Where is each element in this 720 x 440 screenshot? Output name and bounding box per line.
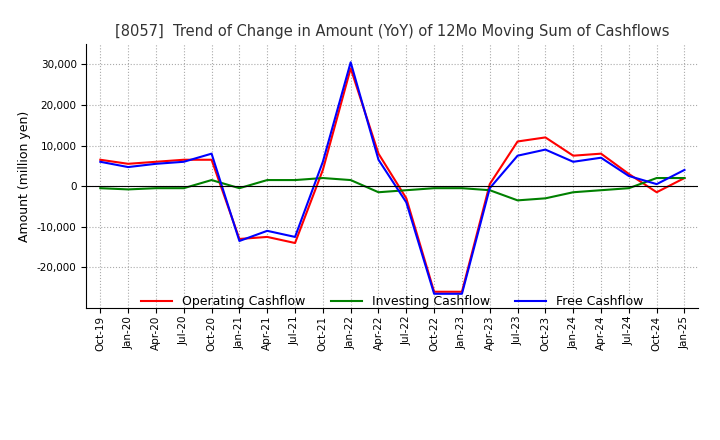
Operating Cashflow	[179, 157, 188, 162]
Free Cashflow	[402, 200, 410, 205]
Free Cashflow	[458, 291, 467, 297]
Operating Cashflow	[485, 181, 494, 187]
Free Cashflow	[179, 159, 188, 165]
Free Cashflow	[624, 173, 633, 179]
Investing Cashflow	[207, 177, 216, 183]
Free Cashflow	[152, 161, 161, 166]
Operating Cashflow	[624, 171, 633, 176]
Free Cashflow	[96, 159, 104, 165]
Operating Cashflow	[402, 196, 410, 201]
Investing Cashflow	[402, 187, 410, 193]
Investing Cashflow	[624, 186, 633, 191]
Free Cashflow	[235, 238, 243, 244]
Operating Cashflow	[430, 289, 438, 294]
Investing Cashflow	[318, 176, 327, 181]
Operating Cashflow	[152, 159, 161, 165]
Operating Cashflow	[235, 236, 243, 242]
Operating Cashflow	[291, 240, 300, 246]
Free Cashflow	[291, 234, 300, 239]
Investing Cashflow	[346, 177, 355, 183]
Operating Cashflow	[652, 190, 661, 195]
Free Cashflow	[541, 147, 550, 152]
Investing Cashflow	[680, 176, 689, 181]
Free Cashflow	[263, 228, 271, 234]
Line: Investing Cashflow: Investing Cashflow	[100, 178, 685, 200]
Operating Cashflow	[207, 157, 216, 162]
Investing Cashflow	[152, 186, 161, 191]
Operating Cashflow	[346, 66, 355, 71]
Investing Cashflow	[179, 186, 188, 191]
Operating Cashflow	[569, 153, 577, 158]
Operating Cashflow	[374, 151, 383, 156]
Free Cashflow	[430, 291, 438, 297]
Operating Cashflow	[263, 234, 271, 239]
Investing Cashflow	[458, 186, 467, 191]
Title: [8057]  Trend of Change in Amount (YoY) of 12Mo Moving Sum of Cashflows: [8057] Trend of Change in Amount (YoY) o…	[115, 24, 670, 39]
Investing Cashflow	[263, 177, 271, 183]
Investing Cashflow	[374, 190, 383, 195]
Free Cashflow	[346, 60, 355, 65]
Investing Cashflow	[597, 187, 606, 193]
Investing Cashflow	[569, 190, 577, 195]
Operating Cashflow	[458, 289, 467, 294]
Operating Cashflow	[597, 151, 606, 156]
Line: Free Cashflow: Free Cashflow	[100, 62, 685, 294]
Free Cashflow	[652, 181, 661, 187]
Free Cashflow	[124, 165, 132, 170]
Investing Cashflow	[485, 187, 494, 193]
Free Cashflow	[569, 159, 577, 165]
Legend: Operating Cashflow, Investing Cashflow, Free Cashflow: Operating Cashflow, Investing Cashflow, …	[136, 290, 649, 313]
Y-axis label: Amount (million yen): Amount (million yen)	[19, 110, 32, 242]
Operating Cashflow	[96, 157, 104, 162]
Investing Cashflow	[124, 187, 132, 192]
Operating Cashflow	[318, 167, 327, 172]
Free Cashflow	[597, 155, 606, 160]
Operating Cashflow	[513, 139, 522, 144]
Operating Cashflow	[541, 135, 550, 140]
Free Cashflow	[318, 159, 327, 165]
Investing Cashflow	[235, 186, 243, 191]
Operating Cashflow	[124, 161, 132, 166]
Free Cashflow	[680, 167, 689, 172]
Investing Cashflow	[430, 186, 438, 191]
Line: Operating Cashflow: Operating Cashflow	[100, 68, 685, 292]
Investing Cashflow	[291, 177, 300, 183]
Investing Cashflow	[652, 176, 661, 181]
Investing Cashflow	[541, 196, 550, 201]
Free Cashflow	[207, 151, 216, 156]
Free Cashflow	[485, 186, 494, 191]
Free Cashflow	[513, 153, 522, 158]
Investing Cashflow	[96, 186, 104, 191]
Investing Cashflow	[513, 198, 522, 203]
Operating Cashflow	[680, 176, 689, 181]
Free Cashflow	[374, 157, 383, 162]
